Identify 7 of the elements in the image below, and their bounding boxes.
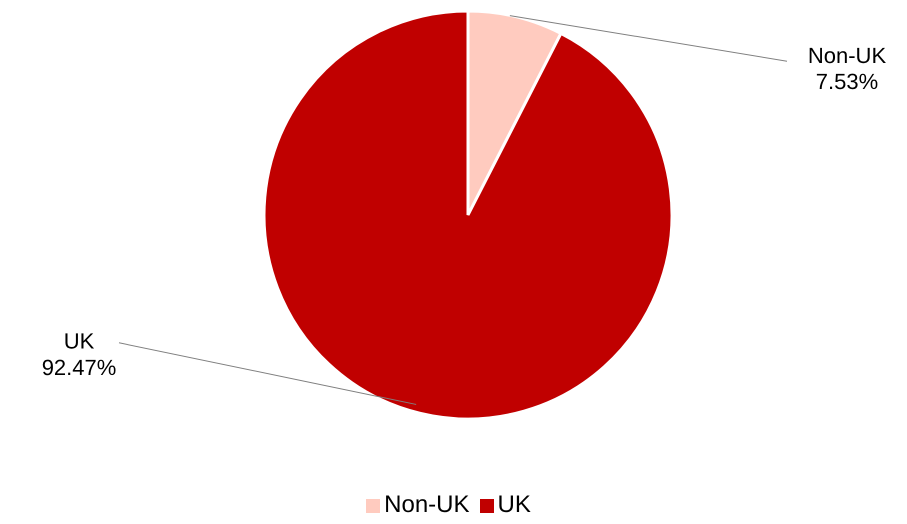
slice-label: UK	[64, 328, 95, 354]
legend-label: Non-UK	[384, 491, 470, 518]
data-label: 92.47%	[42, 354, 116, 380]
slice-label: Non-UK	[808, 42, 886, 68]
pie-slice	[262, 10, 674, 420]
legend-label: UK	[498, 491, 531, 518]
data-label: 7.53%	[816, 69, 878, 94]
